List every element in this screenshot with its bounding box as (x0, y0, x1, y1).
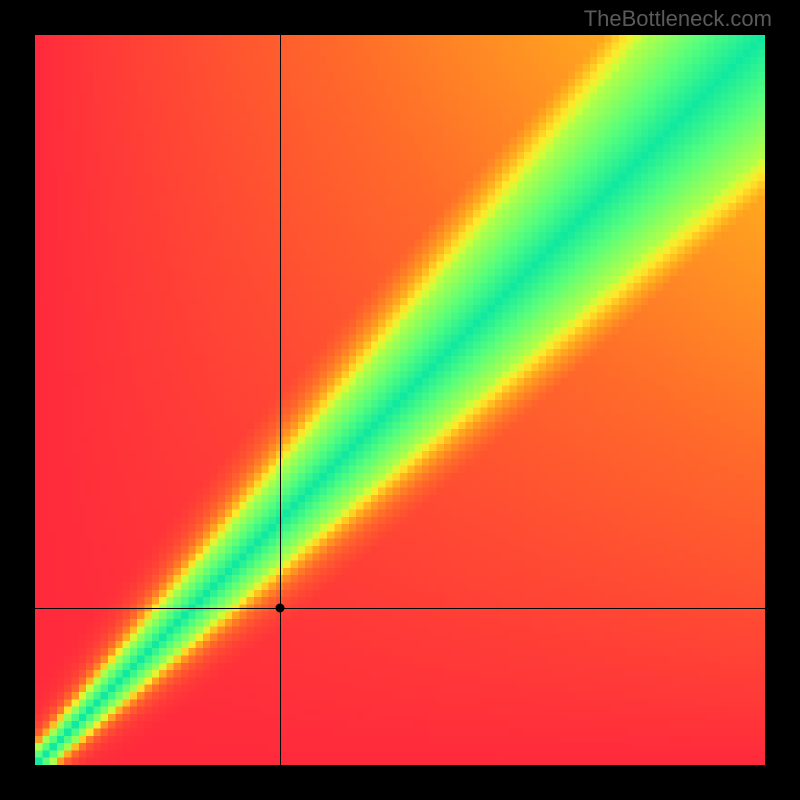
heatmap-canvas (35, 35, 765, 765)
watermark-text: TheBottleneck.com (584, 6, 772, 32)
crosshair-marker-dot (275, 604, 284, 613)
crosshair-vertical-line (280, 35, 281, 765)
heatmap-plot-area (35, 35, 765, 765)
crosshair-horizontal-line (35, 608, 765, 609)
